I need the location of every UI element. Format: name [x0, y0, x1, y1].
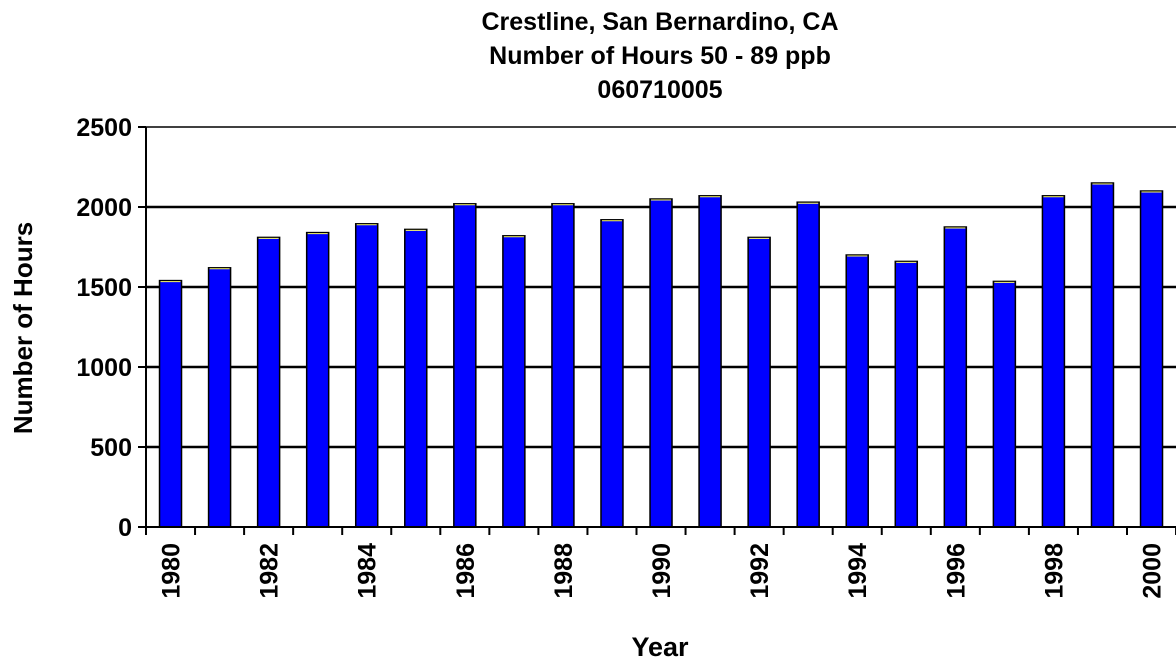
chart-subtitle: Number of Hours 50 - 89 ppb — [489, 42, 831, 70]
bar-1994 — [845, 254, 869, 528]
bar-1993 — [796, 201, 820, 528]
bar-1998 — [1041, 195, 1066, 528]
x-tick-label-1990: 1990 — [648, 543, 676, 599]
bar-1991 — [698, 195, 722, 528]
y-tick-label-1500: 1500 — [76, 274, 132, 302]
x-axis-label: Year — [631, 632, 689, 661]
bar-1989 — [600, 219, 624, 528]
bar-1982 — [256, 236, 281, 528]
bar-1984 — [354, 223, 379, 528]
chart-site-id: 060710005 — [597, 76, 722, 104]
bar-1990 — [649, 198, 673, 528]
bar-1992 — [747, 236, 771, 528]
x-tick-label-1994: 1994 — [844, 543, 872, 599]
x-tick-label-1982: 1982 — [256, 543, 284, 599]
bar-1999 — [1090, 182, 1115, 528]
x-tick-labels: 1980 1982 1984 1986 1988 1990 1992 1994 1996 1998… — [158, 543, 1167, 599]
y-tick-label-500: 500 — [90, 434, 132, 462]
bars — [158, 182, 1164, 528]
y-axis-label: Number of Hours — [8, 222, 38, 434]
x-tick-label-1996: 1996 — [942, 543, 970, 599]
x-tick-label-1988: 1988 — [550, 543, 578, 599]
x-tick-label-2000: 2000 — [1139, 543, 1167, 599]
x-tick-label-1998: 1998 — [1040, 543, 1068, 599]
bar-1995 — [894, 260, 919, 528]
y-tick-label-2500: 2500 — [76, 114, 132, 142]
bar-1988 — [551, 203, 575, 528]
axes — [138, 126, 1176, 535]
bar-1996 — [943, 226, 968, 528]
bar-1986 — [453, 203, 477, 528]
bar-1983 — [305, 231, 330, 528]
y-tick-label-2000: 2000 — [76, 194, 132, 222]
x-tick-label-1984: 1984 — [354, 543, 382, 599]
y-tick-label-1000: 1000 — [76, 354, 132, 382]
x-tick-label-1992: 1992 — [746, 543, 774, 599]
bar-1985 — [404, 228, 428, 528]
chart-title: Crestline, San Bernardino, CA — [481, 8, 838, 36]
bar-1997 — [992, 280, 1017, 528]
x-tick-label-1980: 1980 — [158, 543, 186, 599]
bar-1980 — [158, 279, 183, 528]
bar-2000 — [1139, 190, 1164, 528]
bar-1987 — [502, 235, 526, 528]
bar-1981 — [207, 267, 232, 528]
y-tick-labels: 0 500 1000 1500 2000 2500 — [76, 114, 132, 542]
y-tick-label-0: 0 — [118, 514, 132, 542]
x-tick-label-1986: 1986 — [452, 543, 480, 599]
